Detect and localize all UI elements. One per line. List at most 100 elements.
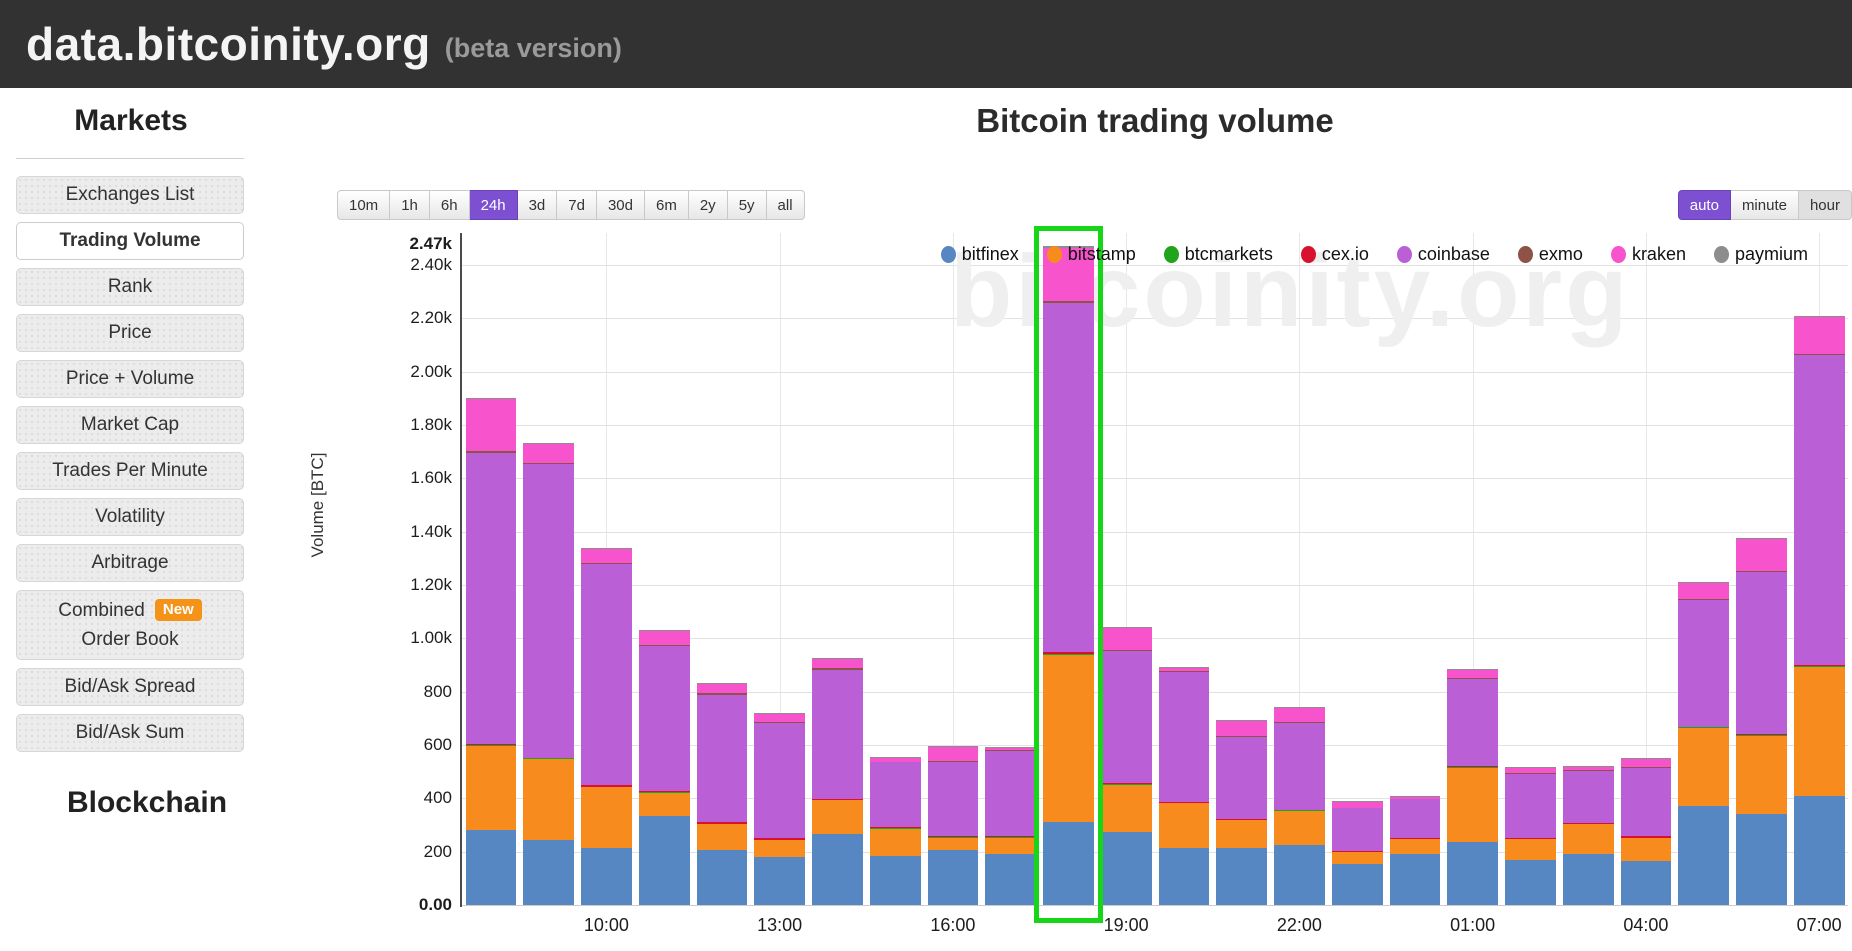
time-range-24h[interactable]: 24h [469,190,518,220]
bar-segment-paymium[interactable] [1043,246,1094,248]
bar-segment-btcmarkets[interactable] [1100,783,1152,785]
bar-segment-bitfinex[interactable] [1620,861,1672,905]
sidebar-item-arbitrage[interactable]: Arbitrage [16,544,244,582]
bar-segment-bitfinex[interactable] [638,815,690,905]
bar-segment-bitstamp[interactable] [754,840,805,857]
bar-segment-coinbase[interactable] [523,464,574,758]
resolution-minute[interactable]: minute [1730,190,1799,220]
bar-segment-bitfinex[interactable] [1562,853,1614,905]
bar-segment-coinbase[interactable] [1043,303,1094,653]
bar-segment-btcmarkets[interactable] [581,786,632,788]
bar-segment-exmo[interactable] [1505,773,1556,775]
bar-segment-cex-io[interactable] [1331,850,1383,852]
bar-segment-kraken[interactable] [1100,627,1152,651]
bar-segment-exmo[interactable] [812,668,863,670]
sidebar-item-combined-order-book[interactable]: Combined New Order Book [16,590,244,660]
bar-segment-bitfinex[interactable] [465,830,517,905]
bar-segment-kraken[interactable] [1447,669,1498,679]
bar-segment-bitstamp[interactable] [1447,767,1498,842]
bar-segment-exmo[interactable] [1447,677,1498,679]
bar-segment-cex-io[interactable] [523,757,574,759]
bar-segment-btcmarkets[interactable] [1447,766,1498,768]
time-range-all[interactable]: all [766,190,805,220]
bar-segment-bitfinex[interactable] [1331,863,1383,905]
bar-segment-btcmarkets[interactable] [927,836,979,838]
bar-segment-coinbase[interactable] [465,453,517,745]
bar-segment-exmo[interactable] [754,722,805,724]
bar-segment-exmo[interactable] [1620,767,1672,769]
bar-segment-paymium[interactable] [1100,626,1152,628]
bar-segment-cex-io[interactable] [1274,809,1325,811]
bar-segment-paymium[interactable] [465,398,517,400]
sidebar-item-rank[interactable]: Rank [16,268,244,306]
time-range-2y[interactable]: 2y [688,190,728,220]
bar-segment-bitfinex[interactable] [1043,821,1094,905]
bar-segment-bitstamp[interactable] [1620,838,1672,862]
bar-segment-btcmarkets[interactable] [1043,654,1094,656]
bar-segment-bitstamp[interactable] [1331,852,1383,864]
bar-segment-btcmarkets[interactable] [1620,837,1672,839]
bar-segment-paymium[interactable] [696,683,748,685]
bar-segment-coinbase[interactable] [812,669,863,799]
bar-segment-exmo[interactable] [696,693,748,695]
sidebar-item-bid-ask-sum[interactable]: Bid/Ask Sum [16,714,244,752]
bar-segment-cex-io[interactable] [869,827,921,829]
bar-segment-paymium[interactable] [1562,765,1614,767]
bar-segment-kraken[interactable] [1678,582,1729,600]
legend-item-paymium[interactable]: paymium [1713,244,1808,265]
bar-segment-exmo[interactable] [1100,650,1152,652]
bar-segment-btcmarkets[interactable] [1158,802,1210,804]
bar-segment-coinbase[interactable] [1158,672,1210,802]
bar-segment-exmo[interactable] [1793,354,1845,356]
bar-segment-bitfinex[interactable] [1389,854,1441,905]
bar-segment-cex-io[interactable] [1158,801,1210,803]
bar-segment-btcmarkets[interactable] [1562,823,1614,825]
bar-segment-paymium[interactable] [812,657,863,659]
bar-segment-bitfinex[interactable] [869,855,921,905]
bar-segment-cex-io[interactable] [812,798,863,800]
sidebar-item-trades-per-minute[interactable]: Trades Per Minute [16,452,244,490]
bar-segment-bitstamp[interactable] [465,745,517,831]
bar-segment-cex-io[interactable] [985,835,1036,838]
sidebar-item-trading-volume[interactable]: Trading Volume [16,222,244,260]
bar-segment-btcmarkets[interactable] [869,828,921,829]
bar-segment-bitstamp[interactable] [1158,803,1210,849]
bar-segment-paymium[interactable] [1505,767,1556,769]
bar-segment-paymium[interactable] [1678,581,1729,583]
bar-segment-bitstamp[interactable] [869,829,921,856]
bar-segment-cex-io[interactable] [1562,822,1614,824]
bar-segment-kraken[interactable] [1620,758,1672,768]
bar-segment-bitfinex[interactable] [1505,859,1556,905]
bar-segment-kraken[interactable] [1158,668,1210,672]
bar-segment-bitfinex[interactable] [1736,813,1787,905]
bar-segment-btcmarkets[interactable] [638,792,690,793]
bar-segment-bitfinex[interactable] [1100,831,1152,905]
bar-segment-paymium[interactable] [985,747,1036,749]
bar-segment-exmo[interactable] [1389,798,1441,800]
bar-segment-paymium[interactable] [1274,707,1325,709]
legend-item-coinbase[interactable]: coinbase [1396,244,1490,265]
sidebar-item-price[interactable]: Price [16,314,244,352]
bar-segment-kraken[interactable] [581,548,632,564]
bar-segment-bitstamp[interactable] [812,800,863,835]
bar-segment-kraken[interactable] [523,444,574,463]
time-range-3d[interactable]: 3d [517,190,558,220]
bar-segment-paymium[interactable] [581,547,632,549]
resolution-hour[interactable]: hour [1798,190,1852,220]
bar-segment-kraken[interactable] [754,713,805,723]
bar-segment-exmo[interactable] [1043,301,1094,304]
bar-segment-coinbase[interactable] [1678,600,1729,727]
bar-segment-btcmarkets[interactable] [1793,666,1845,668]
bar-segment-coinbase[interactable] [581,564,632,786]
bar-segment-cex-io[interactable] [754,838,805,840]
bar-segment-paymium[interactable] [754,712,805,714]
bar-segment-kraken[interactable] [1216,720,1267,737]
bar-segment-kraken[interactable] [1505,768,1556,774]
time-range-10m[interactable]: 10m [337,190,391,220]
legend-item-kraken[interactable]: kraken [1610,244,1686,265]
legend-item-bitfinex[interactable]: bitfinex [940,244,1019,265]
bar-segment-bitfinex[interactable] [581,848,632,905]
bar-segment-btcmarkets[interactable] [1274,809,1325,811]
bar-segment-cex-io[interactable] [1620,836,1672,838]
bar-segment-btcmarkets[interactable] [465,744,517,746]
